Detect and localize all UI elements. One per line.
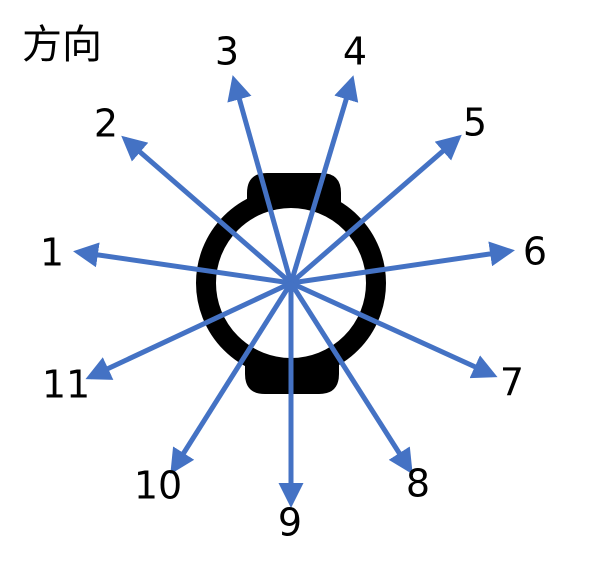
direction-label-9: 9: [278, 501, 302, 545]
direction-arrow-11: [85, 280, 293, 380]
direction-arrow-8: [288, 281, 413, 475]
direction-label-10: 10: [134, 464, 182, 508]
labels-group: 1 2 3 4 5 6 7 8 9 10 11: [40, 30, 547, 545]
direction-arrow-3: [227, 75, 294, 284]
direction-label-7: 7: [500, 361, 524, 405]
direction-label-5: 5: [463, 101, 487, 145]
direction-arrow-5: [289, 134, 462, 285]
direction-label-8: 8: [406, 462, 430, 506]
direction-arrow-1: [73, 242, 292, 286]
direction-arrow-7: [289, 280, 498, 379]
direction-arrow-2: [121, 135, 293, 285]
direction-label-6: 6: [523, 230, 547, 274]
arrows-group: [73, 75, 515, 508]
direction-arrow-10: [170, 281, 294, 475]
diagram-title: 方向: [22, 22, 102, 68]
direction-arrow-6: [290, 241, 515, 286]
direction-label-4: 4: [343, 30, 367, 74]
direction-label-11: 11: [42, 363, 90, 407]
direction-label-1: 1: [40, 231, 64, 275]
direction-label-3: 3: [215, 30, 239, 74]
direction-arrow-4: [288, 75, 359, 284]
direction-label-2: 2: [94, 102, 118, 146]
